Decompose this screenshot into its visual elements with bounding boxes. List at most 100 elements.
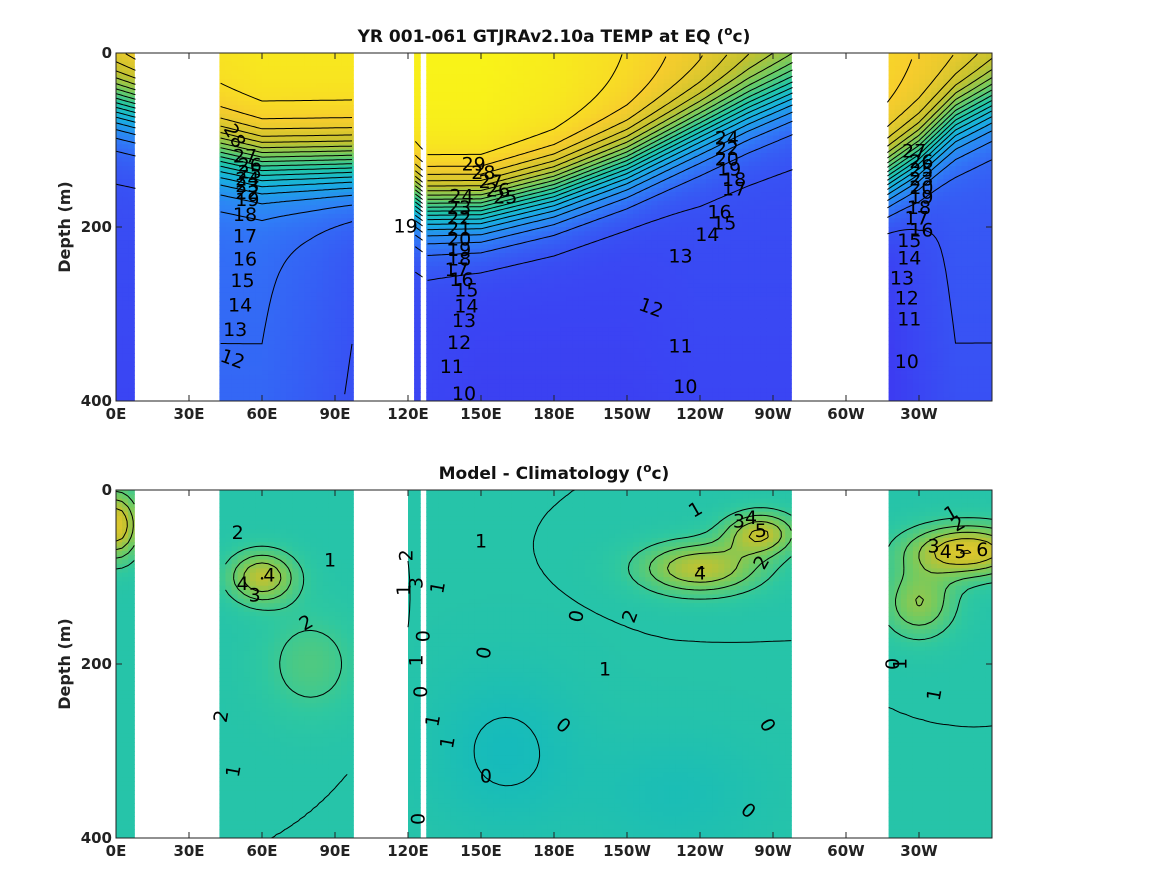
- heatmap-cell: [627, 170, 634, 176]
- heatmap-cell: [517, 244, 525, 250]
- heatmap-cell: [633, 283, 640, 289]
- heatmap-cell: [620, 257, 628, 263]
- heatmap-cell: [481, 205, 488, 211]
- heatmap-cell: [517, 74, 525, 80]
- heatmap-cell: [268, 322, 275, 328]
- heatmap-cell: [578, 227, 586, 232]
- heatmap-cell: [280, 166, 287, 172]
- heatmap-cell: [237, 292, 245, 298]
- heatmap-cell: [328, 122, 336, 128]
- heatmap-cell: [432, 296, 440, 302]
- heatmap-cell: [249, 318, 257, 324]
- heatmap-cell: [328, 61, 336, 67]
- heatmap-cell: [444, 209, 452, 215]
- heatmap-cell: [602, 61, 610, 67]
- heatmap-cell: [468, 374, 476, 380]
- heatmap-cell: [535, 192, 543, 198]
- heatmap-cell: [414, 366, 421, 372]
- heatmap-cell: [438, 205, 446, 211]
- heatmap-cell: [566, 305, 573, 311]
- heatmap-cell: [517, 366, 525, 372]
- heatmap-cell: [608, 392, 616, 398]
- heatmap-cell: [438, 383, 446, 389]
- heatmap-cell: [286, 327, 294, 332]
- heatmap-cell: [499, 374, 506, 380]
- heatmap-cell: [560, 318, 567, 324]
- heatmap-cell: [438, 353, 446, 359]
- heatmap-cell: [614, 340, 622, 346]
- heatmap-cell: [578, 392, 586, 398]
- heatmap-cell: [499, 213, 506, 219]
- heatmap-cell: [499, 57, 506, 63]
- heatmap-cell: [292, 109, 300, 115]
- heatmap-cell: [517, 140, 525, 145]
- heatmap-cell: [499, 70, 506, 76]
- heatmap-cell: [316, 183, 324, 189]
- heatmap-cell: [566, 257, 573, 263]
- heatmap-cell: [286, 174, 294, 180]
- heatmap-cell: [444, 83, 452, 89]
- heatmap-cell: [249, 387, 257, 393]
- heatmap-cell: [566, 96, 573, 102]
- heatmap-cell: [316, 218, 324, 224]
- heatmap-cell: [298, 244, 306, 250]
- heatmap-cell: [274, 131, 281, 137]
- heatmap-cell: [590, 322, 598, 328]
- heatmap-cell: [639, 192, 646, 198]
- heatmap-cell: [547, 74, 555, 80]
- heatmap-cell: [560, 366, 567, 372]
- heatmap-cell: [529, 392, 537, 398]
- heatmap-cell: [462, 383, 470, 389]
- heatmap-cell: [262, 331, 269, 337]
- heatmap-cell: [249, 105, 257, 111]
- heatmap-cell: [590, 113, 598, 119]
- heatmap-cell: [481, 340, 488, 346]
- heatmap-cell: [505, 131, 513, 137]
- heatmap-cell: [596, 353, 604, 359]
- heatmap-cell: [274, 261, 281, 267]
- heatmap-cell: [456, 314, 464, 319]
- heatmap-cell: [286, 131, 294, 137]
- heatmap-cell: [602, 327, 610, 332]
- heatmap-cell: [547, 227, 555, 232]
- heatmap-cell: [116, 257, 123, 263]
- heatmap-cell: [481, 153, 488, 158]
- heatmap-cell: [535, 335, 543, 341]
- heatmap-cell: [566, 300, 573, 306]
- heatmap-cell: [231, 113, 239, 119]
- heatmap-cell: [322, 100, 330, 106]
- heatmap-cell: [596, 266, 604, 272]
- heatmap-cell: [280, 222, 287, 228]
- heatmap-cell: [499, 113, 506, 119]
- heatmap-cell: [487, 253, 494, 259]
- heatmap-cell: [268, 383, 275, 389]
- heatmap-cell: [547, 270, 555, 276]
- heatmap-cell: [225, 387, 233, 393]
- heatmap-cell: [499, 327, 506, 332]
- heatmap-cell: [462, 79, 470, 85]
- heatmap-cell: [255, 283, 263, 289]
- heatmap-cell: [481, 270, 488, 276]
- heatmap-cell: [335, 383, 342, 389]
- heatmap-cell: [298, 361, 306, 367]
- heatmap-cell: [474, 109, 482, 115]
- heatmap-cell: [219, 314, 227, 319]
- heatmap-cell: [462, 135, 470, 141]
- heatmap-cell: [541, 392, 549, 398]
- heatmap-cell: [262, 248, 269, 254]
- heatmap-cell: [547, 148, 555, 154]
- heatmap-cell: [322, 396, 330, 401]
- heatmap-cell: [481, 227, 488, 232]
- heatmap-cell: [444, 244, 452, 250]
- heatmap-cell: [328, 227, 336, 232]
- heatmap-cell: [298, 279, 306, 285]
- heatmap-cell: [547, 235, 555, 241]
- heatmap-cell: [608, 296, 616, 302]
- heatmap-cell: [505, 340, 513, 346]
- heatmap-cell: [517, 126, 525, 132]
- heatmap-cell: [566, 231, 573, 237]
- heatmap-cell: [426, 248, 433, 254]
- heatmap-cell: [572, 335, 579, 341]
- heatmap-cell: [468, 205, 476, 211]
- heatmap-cell: [304, 105, 312, 111]
